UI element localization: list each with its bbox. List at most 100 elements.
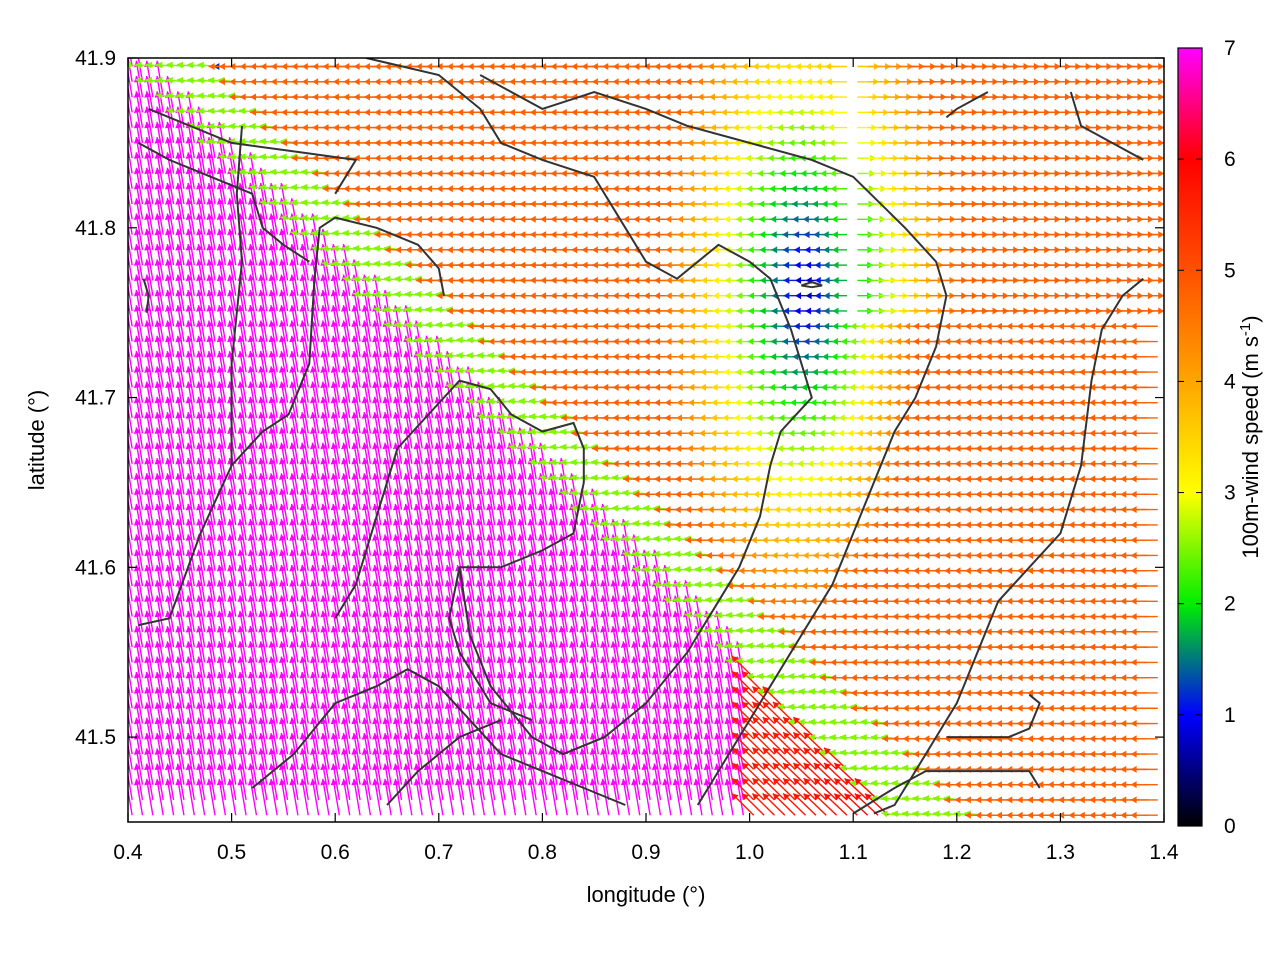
wind-vector-head [154, 595, 162, 603]
wind-vector-shaft [128, 771, 133, 801]
wind-vector-head [206, 152, 214, 159]
wind-vector-shaft [166, 473, 175, 510]
wind-vector-head [133, 473, 141, 480]
wind-vector-shaft [177, 778, 185, 816]
wind-vector-head [185, 366, 193, 373]
wind-vector-head [154, 641, 162, 648]
wind-vector-head [164, 595, 172, 603]
wind-vector-head [133, 763, 141, 771]
wind-vector-shaft [156, 702, 164, 739]
wind-vector-head [154, 274, 162, 282]
wind-vector-head [154, 351, 162, 358]
wind-vector-head [187, 92, 194, 100]
wind-vector-head [164, 213, 172, 221]
wind-vector-shaft [177, 137, 185, 174]
wind-vector-shaft [156, 595, 164, 632]
wind-vector-shaft [187, 366, 195, 403]
wind-vector-head [133, 351, 141, 358]
wind-vector-head [175, 687, 183, 694]
wind-vector-head [175, 320, 183, 328]
wind-vector-head [206, 182, 214, 190]
wind-vector-head [196, 381, 203, 389]
wind-vector-head [185, 182, 193, 190]
wind-vector-shaft [166, 488, 175, 526]
wind-vector-head [123, 30, 130, 37]
wind-vector-shaft [166, 182, 175, 220]
wind-vector-head [196, 396, 203, 404]
wind-vector-head [144, 626, 152, 633]
wind-vector-head [206, 595, 214, 603]
wind-vector-head [154, 733, 162, 740]
wind-vector-shaft [208, 182, 216, 220]
wind-vector-shaft [135, 457, 144, 495]
wind-vector-head [164, 289, 172, 297]
wind-vector-shaft [177, 519, 185, 556]
wind-vector-shaft [177, 457, 185, 495]
wind-vector-head [206, 717, 214, 725]
wind-vector-head [196, 564, 203, 572]
wind-vector-head [185, 198, 193, 205]
wind-vector-shaft [128, 221, 133, 250]
wind-vector-head [154, 458, 162, 465]
wind-vector-head [197, 76, 204, 84]
wind-vector-head [133, 534, 141, 541]
wind-vector-head [156, 92, 163, 100]
wind-vector-shaft [166, 671, 175, 709]
wind-vector-head [154, 152, 162, 159]
wind-vector-shaft [128, 404, 133, 434]
wind-vector-shaft [208, 335, 216, 373]
wind-vector-head [196, 198, 203, 205]
wind-vector-shaft [177, 641, 185, 678]
wind-vector-shaft [156, 625, 164, 663]
wind-vector-shaft [156, 763, 164, 801]
wind-vector-head [196, 626, 203, 633]
wind-vector-head [133, 396, 141, 404]
wind-vector-head [166, 61, 173, 69]
wind-vector-shaft [208, 228, 216, 266]
wind-vector-head [154, 259, 162, 266]
wind-vector-shaft [208, 549, 216, 587]
wind-vector-shaft [197, 610, 206, 648]
wind-vector-shaft [145, 381, 154, 419]
wind-vector-head [154, 778, 162, 786]
wind-vector-shaft [166, 228, 175, 266]
wind-vector-head [133, 228, 141, 236]
wind-vector-head [164, 671, 172, 679]
wind-vector-shaft [177, 106, 185, 144]
wind-vector-shaft [187, 519, 195, 556]
wind-vector-head [175, 228, 183, 236]
wind-vector-shaft [145, 778, 154, 816]
wind-vector-shaft [135, 564, 144, 602]
wind-vector-shaft [156, 564, 164, 602]
wind-vector-head [206, 626, 214, 633]
wind-vector-head [144, 641, 152, 648]
wind-vector-head [216, 702, 224, 710]
wind-vector-shaft [187, 427, 195, 464]
wind-vector-head [164, 427, 172, 434]
wind-vector-shaft [197, 595, 206, 632]
wind-vector-head [175, 366, 183, 373]
wind-vector-head [185, 702, 193, 710]
wind-vector-head [164, 564, 172, 572]
wind-vector-shaft [187, 580, 195, 617]
wind-vector-head [206, 564, 214, 572]
wind-vector-head [133, 748, 141, 755]
wind-vector-head [206, 671, 214, 679]
wind-vector-shaft [187, 167, 195, 205]
wind-vector-shaft [128, 527, 133, 556]
wind-vector-head [133, 305, 141, 312]
wind-vector-shaft [197, 534, 206, 571]
wind-vector-head [154, 427, 162, 434]
wind-vector-head [154, 763, 162, 771]
wind-vector-head [144, 106, 152, 114]
wind-vector-head [206, 289, 214, 297]
wind-vector-head [196, 228, 203, 236]
wind-vector-head [185, 259, 193, 266]
wind-vector-shaft [135, 519, 144, 556]
wind-vector-head [144, 427, 152, 434]
wind-vector-shaft [197, 519, 206, 556]
wind-vector-shaft [177, 427, 185, 464]
wind-vector-shaft [177, 671, 185, 709]
wind-vector-shaft [135, 732, 144, 770]
wind-vector-shaft [187, 595, 195, 632]
